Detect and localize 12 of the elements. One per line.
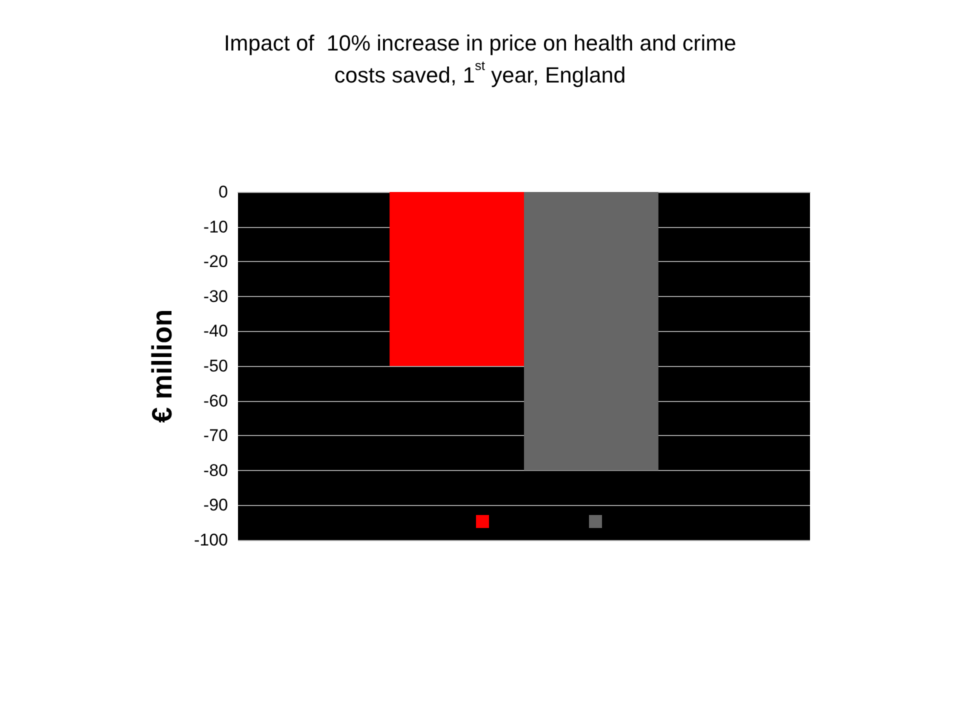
y-tick-label: 0 <box>218 182 228 202</box>
y-tick-label: -90 <box>203 496 228 515</box>
y-tick-label: -20 <box>203 252 228 272</box>
y-tick-label: -80 <box>203 460 228 480</box>
y-axis-title: € million <box>146 309 178 423</box>
y-tick-label: -10 <box>203 217 228 236</box>
y-tick-label: -30 <box>203 286 228 306</box>
y-tick-label: -70 <box>203 426 228 446</box>
y-tick-label: -40 <box>203 322 228 341</box>
y-tick-label: -100 <box>194 530 228 550</box>
y-tick-label: -50 <box>203 356 228 376</box>
y-tick-label: -60 <box>203 391 228 410</box>
